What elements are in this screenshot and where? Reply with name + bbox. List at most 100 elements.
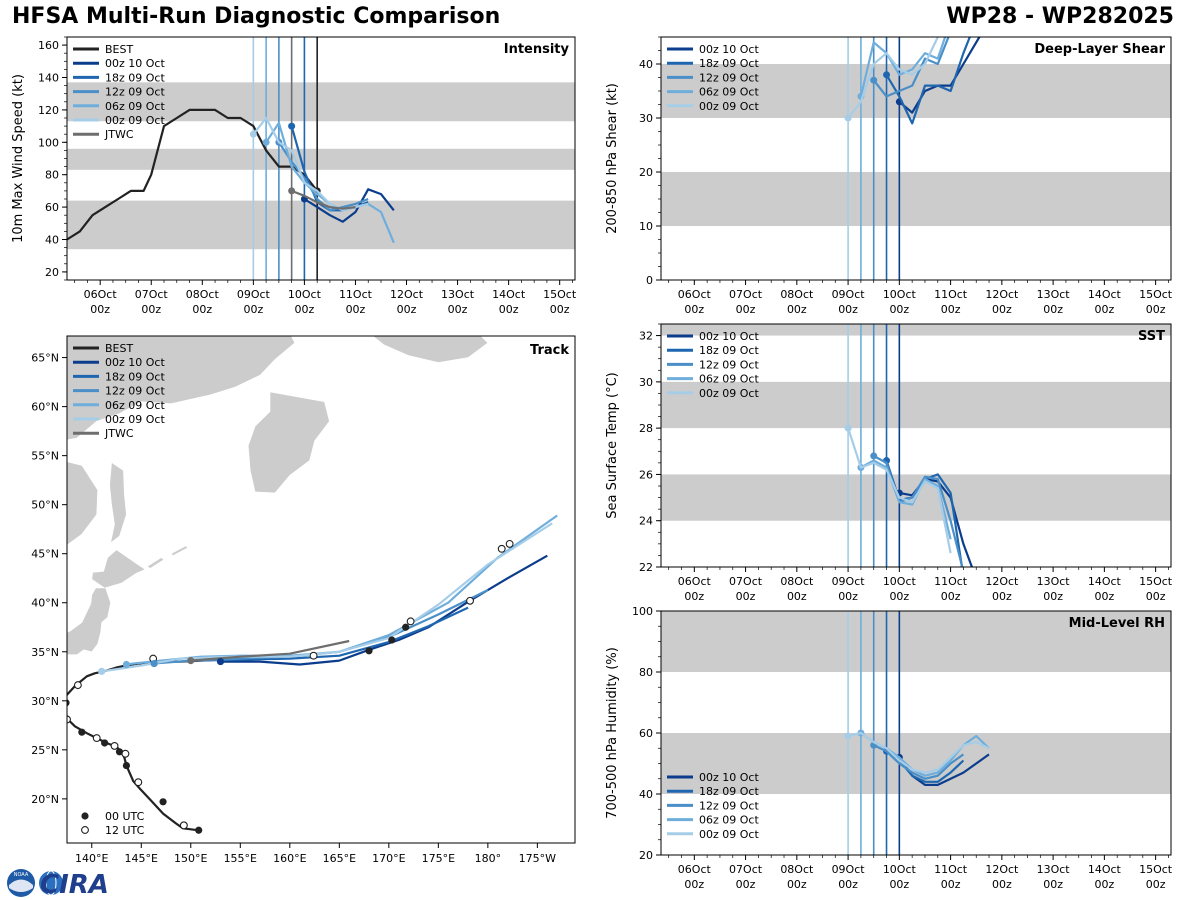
track-point-00utc [150,659,158,668]
lon-tick-label: 140°E [75,852,108,865]
y-tick-label: 10 [639,220,653,233]
globe-icon [39,871,63,895]
legend-label: 18z 09 Oct [105,370,165,383]
x-tick-label: 07Oct [729,575,763,588]
x-tick-label: 06Oct [678,575,712,588]
track-line-run_00z10 [220,554,548,666]
band-0 [661,172,1171,226]
track-line-run_00z09 [101,522,553,673]
y-tick-label: 120 [38,104,59,117]
x-tick-label: 10Oct [288,288,322,301]
x-tick-label-time: 00z [1094,303,1114,316]
x-tick-label-time: 00z [941,878,961,891]
main-title: HFSA Multi-Run Diagnostic Comparison [12,4,501,29]
noaa-gull-icon [9,879,33,892]
legend-label: 06z 09 Oct [699,814,759,827]
lat-tick-label: 50°N [31,499,59,512]
noaa-badge-text: NOAA [14,872,29,878]
y-tick-label: 80 [45,169,59,182]
legend-label: BEST [105,43,133,56]
x-tick-label: 11Oct [934,863,968,876]
track-point-00utc [101,739,109,747]
band-0 [661,733,1171,794]
panel-title: Intensity [504,42,570,57]
track-point-00utc [388,636,396,644]
x-tick-label: 14Oct [1088,575,1122,588]
x-tick-label-time: 00z [295,303,315,316]
series-line-run_12z09 [873,454,964,567]
x-tick-label: 13Oct [1037,288,1071,301]
x-tick-label-time: 00z [346,303,366,316]
series-line-run_00z09 [847,37,939,119]
legend-label: 00z 10 Oct [105,57,165,70]
track-point-00utc [365,647,373,655]
x-tick-label: 13Oct [1037,575,1071,588]
band-1 [67,148,575,170]
y-tick-label: 100 [632,605,653,618]
legend-label: 06z 09 Oct [699,86,759,99]
panel-shear: 0 10 20 30 40 06Oct 00z 07Oct 00z 08Oct 00z 09Oct 00… [605,36,1173,316]
track-point-12utc [497,544,506,553]
lat-tick-label: 45°N [31,548,59,561]
track-point-12utc [73,681,82,690]
x-tick-label: 14Oct [1088,288,1122,301]
panel-intensity: 20 40 60 80 100 120 140 160 06Oct 00z 07Oct 00z 08Oc… [11,36,577,316]
track-line-jtwc [190,639,350,662]
lat-tick-label: 20°N [31,793,59,806]
x-tick-label: 15Oct [1139,863,1173,876]
map-area [67,336,558,834]
x-tick-label: 15Oct [1139,575,1173,588]
legend-label: BEST [105,342,133,355]
y-tick-label: 40 [639,58,653,71]
x-tick-label-time: 00z [684,590,704,603]
track-point-12utc [134,778,143,787]
track-point-00utc [122,761,131,770]
series-line-run_00z10 [303,188,395,223]
y-tick-label: 40 [45,234,59,247]
series-marker-run_00z09 [844,424,852,432]
legend-label: 18z 09 Oct [699,344,759,357]
y-axis-label: Sea Surface Temp (°C) [605,372,620,519]
land-honshu [67,587,111,656]
y-tick-label: 26 [639,468,653,481]
y-axis-label: 200-850 hPa Shear (kt) [605,83,620,234]
legend-label: 00z 09 Oct [699,828,759,841]
x-tick-label-time: 00z [736,303,756,316]
y-tick-label: 24 [639,515,653,528]
legend-label: 06z 09 Oct [699,373,759,386]
legend-label: 00z 09 Oct [105,114,165,127]
y-tick-label: 60 [45,201,59,214]
band-2 [661,324,1171,336]
series-line-best [67,108,319,241]
x-tick-label-time: 00z [1043,590,1063,603]
x-tick-label-time: 00z [889,878,909,891]
lon-tick-label: 165°E [323,852,356,865]
track-point-00utc [115,748,124,756]
x-tick-label: 14Oct [492,288,526,301]
track-point-00utc [67,699,70,707]
y-tick-label: 20 [639,849,653,862]
lat-tick-label: 35°N [31,646,59,659]
track-point-00utc [402,623,410,631]
lon-tick-label: 145°E [125,852,158,865]
x-tick-label-time: 00z [1043,878,1063,891]
series-marker-run_12z09 [870,452,878,460]
legend-label: 12z 09 Oct [105,385,165,398]
x-tick-label-time: 00z [141,303,161,316]
legend-label-12utc: 12 UTC [105,824,145,837]
x-tick-label: 15Oct [1139,288,1173,301]
y-tick-label: 20 [639,166,653,179]
x-tick-label: 10Oct [883,288,917,301]
land-sakhalin [109,461,127,544]
lon-tick-label: 150°E [174,852,207,865]
legend-label-00utc: 00 UTC [105,810,145,823]
band-0 [67,200,575,250]
x-tick-label-time: 00z [787,590,807,603]
lon-tick-label: 175°E [422,852,455,865]
legend-label: 00z 09 Oct [699,100,759,113]
track-point-00utc [187,656,195,665]
x-tick-label: 06Oct [84,288,118,301]
land-kuril-1 [146,557,165,569]
series-line-run_00z09 [847,731,990,774]
x-tick-label: 11Oct [934,575,968,588]
